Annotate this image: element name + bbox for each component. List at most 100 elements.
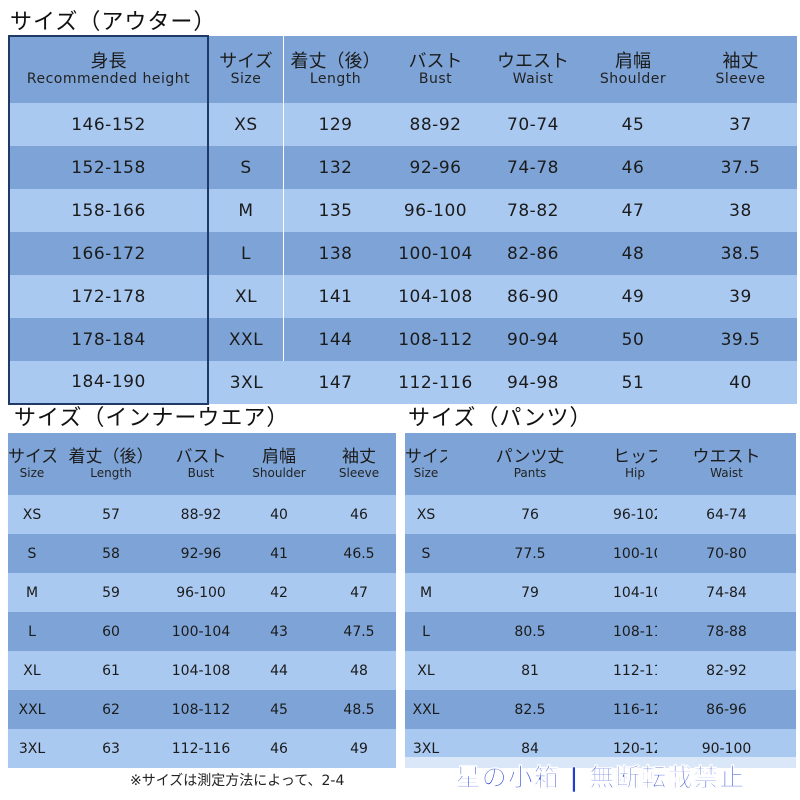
column-header-en: Shoulder: [599, 70, 667, 87]
table-cell: 57: [102, 506, 120, 523]
column-header: 肩幅 Shoulder: [582, 36, 684, 103]
table-cell: M: [25, 584, 39, 601]
table-cell: XL: [234, 286, 258, 307]
table-cell: 79: [521, 584, 539, 601]
column-header-en: Pants: [513, 465, 547, 480]
table-cell: 112-116: [398, 372, 473, 393]
inner-section-title: サイズ（インナーウエア）: [14, 406, 290, 431]
table-cell: 96-100: [403, 200, 468, 221]
table-row: XXL 82.5 116-120 86-96: [405, 690, 796, 729]
table-cell: 178-184: [8, 318, 209, 361]
table-cell: 59: [102, 584, 120, 601]
column-header-en: Shoulder: [252, 465, 306, 480]
table-cell: 141: [318, 286, 353, 307]
table-cell: 49: [350, 740, 368, 757]
table-row: XS 57 88-92 40 46: [8, 495, 396, 534]
table-row: 158-166 M 135 96-100 78-82 47 38: [8, 189, 797, 232]
table-header-row: サイズ Size 着丈（後） Length バスト Bust 肩幅 Shoulder 袖丈 Sle…: [8, 433, 396, 495]
table-cell: 82-86: [507, 243, 559, 264]
column-header-en: Sleeve: [715, 70, 766, 87]
table-cell: 44: [270, 662, 288, 679]
table-cell: 77.5: [514, 545, 546, 562]
table-header-row: 身長 Recommended height サイズ Size 着丈（後） Length バス…: [8, 35, 797, 103]
table-cell: 166-172: [8, 232, 209, 275]
column-header-en: Bust: [418, 70, 453, 87]
table-cell: XXL: [18, 701, 46, 718]
table-cell: M: [419, 584, 433, 601]
column-header: 着丈（後） Length: [284, 36, 387, 103]
table-cell: XL: [23, 662, 41, 679]
column-header-en: Waist: [512, 70, 554, 87]
table-cell: 88-92: [180, 506, 222, 523]
table-cell: 88-92: [409, 114, 462, 135]
table-cell: XS: [22, 506, 42, 523]
column-header-jp: パンツ丈: [495, 446, 565, 467]
table-cell: 152-158: [8, 146, 209, 189]
table-row: 184-190 3XL 147 112-116 94-98 51 40: [8, 361, 797, 405]
column-header: パンツ丈 Pants: [447, 433, 613, 495]
table-cell: 41: [270, 545, 288, 562]
table-cell: 108-112: [613, 623, 657, 640]
table-row: XL 81 112-116 82-92: [405, 651, 796, 690]
table-cell: 39: [729, 286, 752, 307]
column-header-jp: 着丈（後）: [68, 446, 154, 467]
table-cell: 51: [621, 372, 645, 393]
column-header: 身長 Recommended height: [8, 35, 209, 103]
column-header-jp: ウエスト: [692, 446, 761, 467]
table-row: M 59 96-100 42 47: [8, 573, 396, 612]
table-cell: 45: [270, 701, 288, 718]
table-cell: 147: [318, 372, 353, 393]
table-cell: 42: [270, 584, 288, 601]
table-cell: 45: [621, 114, 645, 135]
table-cell: 129: [318, 114, 353, 135]
column-header-en: Bust: [187, 465, 215, 480]
column-header-jp: サイズ: [8, 446, 56, 467]
table-cell: 104-108: [398, 286, 473, 307]
table-cell: 138: [318, 243, 353, 264]
table-row: 172-178 XL 141 104-108 86-90 49 39: [8, 275, 797, 318]
column-header-jp: ヒップ: [613, 446, 657, 467]
outer-size-table: 身長 Recommended height サイズ Size 着丈（後） Length バス…: [8, 35, 798, 405]
table-cell: 64-74: [706, 506, 747, 523]
table-cell: 90-100: [701, 740, 752, 757]
table-cell: XXL: [228, 329, 264, 350]
column-header: ウエスト Waist: [484, 36, 582, 103]
table-cell: 46: [270, 740, 288, 757]
table-row: 166-172 L 138 100-104 82-86 48 38.5: [8, 232, 797, 275]
table-cell: 48.5: [343, 701, 375, 718]
table-cell: 60: [102, 623, 120, 640]
table-cell: 116-120: [613, 701, 657, 718]
table-cell: 82.5: [514, 701, 546, 718]
table-cell: 40: [270, 506, 288, 523]
column-header: 着丈（後） Length: [56, 433, 166, 495]
column-header-jp: バスト: [408, 50, 463, 72]
column-header-jp: ウエスト: [497, 50, 569, 72]
table-cell: 108-112: [398, 329, 473, 350]
table-cell: 172-178: [8, 275, 209, 318]
column-header: バスト Bust: [166, 433, 236, 495]
column-header-jp: 身長: [90, 51, 127, 73]
table-cell: 38.5: [720, 243, 761, 264]
column-header-en: Length: [309, 70, 362, 87]
table-cell: 62: [102, 701, 120, 718]
table-cell: 46: [350, 506, 368, 523]
column-header-en: Size: [19, 465, 45, 480]
table-cell: 37: [729, 114, 752, 135]
table-cell: 92-96: [409, 157, 462, 178]
table-cell: 84: [521, 740, 539, 757]
column-header: バスト Bust: [387, 36, 484, 103]
table-header-row: サイズSizeパンツ丈PantsヒップHipウエストWaist: [405, 433, 796, 495]
table-cell: 144: [318, 329, 353, 350]
table-cell: 100-104: [398, 243, 473, 264]
table-cell: 46.5: [343, 545, 375, 562]
table-cell: 74-84: [706, 584, 747, 601]
outer-section-title: サイズ（アウター）: [10, 10, 217, 35]
table-cell: 96-102: [613, 506, 657, 523]
table-cell: S: [27, 545, 37, 562]
table-cell: 146-152: [8, 103, 209, 146]
table-cell: 78-82: [507, 200, 559, 221]
table-cell: 100-104: [171, 623, 231, 640]
table-cell: 70-80: [706, 545, 747, 562]
